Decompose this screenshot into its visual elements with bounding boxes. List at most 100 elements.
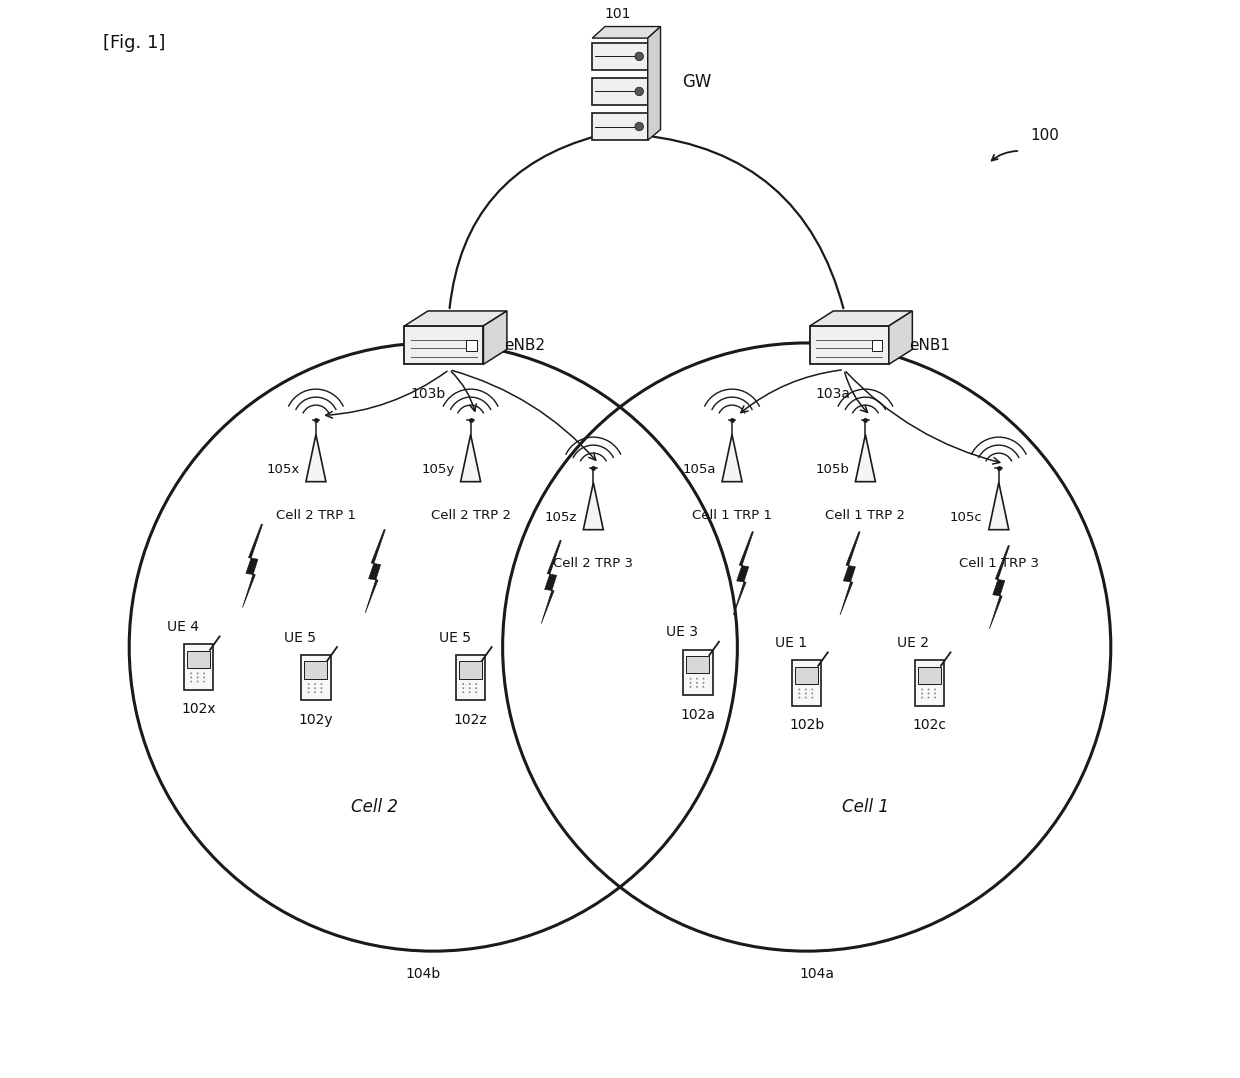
Circle shape [197, 680, 198, 682]
Circle shape [475, 687, 477, 689]
Circle shape [475, 691, 477, 693]
Circle shape [197, 677, 198, 678]
Bar [792, 661, 821, 706]
Circle shape [320, 691, 322, 693]
Polygon shape [722, 434, 742, 482]
Polygon shape [593, 27, 661, 38]
Bar [301, 655, 331, 701]
Polygon shape [306, 434, 326, 482]
Polygon shape [484, 310, 507, 364]
Circle shape [799, 692, 800, 694]
Circle shape [463, 683, 464, 685]
Bar [687, 657, 709, 674]
Text: GW: GW [682, 72, 712, 91]
Circle shape [921, 696, 923, 699]
Bar [795, 666, 818, 683]
Text: 102b: 102b [789, 718, 825, 732]
Circle shape [934, 689, 936, 690]
Text: 102a: 102a [681, 707, 715, 721]
Polygon shape [839, 531, 861, 616]
Text: 100: 100 [1030, 128, 1060, 143]
Bar [459, 662, 482, 679]
Text: Cell 1 TRP 1: Cell 1 TRP 1 [692, 509, 773, 522]
Text: Cell 1: Cell 1 [842, 799, 889, 816]
Circle shape [635, 122, 644, 130]
Bar [872, 341, 883, 350]
Polygon shape [856, 434, 875, 482]
Polygon shape [541, 540, 562, 623]
FancyArrowPatch shape [451, 372, 476, 411]
Text: eNB1: eNB1 [909, 337, 950, 353]
Text: UE 5: UE 5 [439, 631, 471, 645]
Circle shape [689, 678, 692, 680]
Polygon shape [810, 310, 913, 326]
Text: [Fig. 1]: [Fig. 1] [103, 33, 165, 52]
Bar [683, 650, 713, 695]
Text: 105x: 105x [267, 464, 300, 476]
Circle shape [703, 686, 704, 688]
Circle shape [190, 680, 192, 682]
Circle shape [811, 692, 813, 694]
Circle shape [703, 682, 704, 683]
Text: 104a: 104a [800, 967, 835, 981]
Circle shape [934, 692, 936, 694]
Bar [184, 645, 213, 690]
Text: Cell 2 TRP 2: Cell 2 TRP 2 [430, 509, 511, 522]
Circle shape [928, 696, 930, 699]
Polygon shape [889, 310, 913, 364]
FancyArrowPatch shape [844, 372, 868, 413]
Text: 104b: 104b [405, 967, 440, 981]
Text: 103b: 103b [410, 387, 445, 401]
Circle shape [314, 691, 316, 693]
Circle shape [799, 689, 800, 690]
Bar [810, 326, 889, 364]
Text: Cell 2: Cell 2 [351, 799, 398, 816]
Circle shape [934, 696, 936, 699]
Circle shape [320, 687, 322, 689]
Circle shape [469, 687, 471, 689]
Bar [915, 661, 944, 706]
Polygon shape [404, 310, 507, 326]
Text: Cell 1 TRP 3: Cell 1 TRP 3 [959, 557, 1039, 570]
Circle shape [921, 689, 923, 690]
Circle shape [463, 691, 464, 693]
Circle shape [928, 692, 930, 694]
Text: 101: 101 [605, 6, 631, 20]
Polygon shape [988, 483, 1009, 529]
Text: UE 2: UE 2 [898, 636, 930, 650]
Bar [187, 651, 210, 668]
Polygon shape [243, 524, 263, 608]
Circle shape [190, 673, 192, 675]
Text: 103a: 103a [816, 387, 851, 401]
Circle shape [463, 687, 464, 689]
FancyArrowPatch shape [326, 371, 448, 418]
Bar [456, 655, 485, 701]
FancyArrowPatch shape [642, 135, 843, 308]
Circle shape [799, 696, 800, 699]
Circle shape [203, 673, 205, 675]
Polygon shape [583, 483, 604, 529]
Circle shape [314, 683, 316, 685]
Text: 105c: 105c [950, 511, 983, 524]
Circle shape [635, 87, 644, 96]
Circle shape [308, 687, 310, 689]
Circle shape [811, 689, 813, 690]
Bar [305, 662, 327, 679]
Circle shape [475, 683, 477, 685]
Circle shape [308, 683, 310, 685]
Polygon shape [733, 531, 754, 616]
FancyArrowPatch shape [740, 370, 841, 413]
Text: 102c: 102c [913, 718, 946, 732]
Text: UE 1: UE 1 [775, 636, 807, 650]
Polygon shape [460, 434, 481, 482]
Circle shape [805, 689, 807, 690]
Bar [466, 341, 477, 350]
Circle shape [308, 691, 310, 693]
Text: eNB2: eNB2 [503, 337, 544, 353]
Polygon shape [366, 529, 386, 613]
Circle shape [696, 682, 698, 683]
Bar [593, 78, 647, 106]
Text: 105z: 105z [544, 511, 578, 524]
Circle shape [703, 678, 704, 680]
FancyArrowPatch shape [450, 136, 598, 308]
